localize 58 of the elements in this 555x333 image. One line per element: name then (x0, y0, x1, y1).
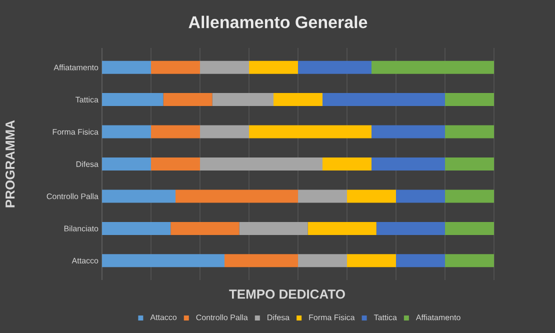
bar (102, 158, 151, 170)
x-axis-title: TEMPO DEDICATO (229, 290, 345, 299)
bar (445, 125, 494, 138)
bar (347, 254, 396, 268)
bar (200, 158, 322, 170)
y-tick-label: Forma Fisica (52, 128, 98, 135)
bar (249, 60, 298, 74)
bar (200, 60, 249, 74)
bar (376, 222, 445, 235)
bar (396, 190, 445, 203)
bar (322, 158, 372, 170)
bar (151, 60, 200, 74)
bar (102, 125, 151, 138)
bar (445, 254, 494, 268)
legend-label: Attacco (150, 314, 177, 320)
bar (151, 158, 200, 170)
bar (102, 93, 164, 106)
y-tick-label: Tattica (76, 96, 98, 102)
legend-label: Difesa (268, 314, 290, 320)
chart-title: Allenamento Generale (188, 16, 368, 28)
y-tick-label: Controllo Palla (46, 193, 98, 200)
bar (239, 222, 308, 235)
y-tick-label: Attacco (72, 258, 98, 264)
y-tick-label: Bilanciato (64, 226, 98, 232)
y-axis-title: PROGRAMMA (5, 120, 15, 208)
bar (249, 125, 372, 138)
bar (298, 60, 372, 74)
bar (445, 158, 494, 170)
bar (200, 125, 249, 138)
legend-label: Affiatamento (416, 314, 460, 320)
bar (102, 222, 171, 235)
y-tick-label: Affiatamento (54, 64, 98, 70)
bar (102, 254, 224, 268)
bar (372, 158, 445, 170)
bar (372, 125, 445, 138)
bar (212, 93, 274, 106)
bar (445, 93, 494, 106)
bar (274, 93, 322, 106)
bar (445, 190, 494, 203)
legend-label: Controllo Palla (196, 314, 248, 320)
legend-label: Forma Fisica (309, 314, 355, 320)
legend-label: Tattica (374, 314, 397, 320)
bar (170, 222, 240, 235)
bar (372, 60, 494, 74)
bar (102, 60, 151, 74)
bar (298, 254, 347, 268)
bar (308, 222, 376, 235)
bar (445, 222, 494, 235)
bar (163, 93, 212, 106)
y-tick-label: Difesa (76, 161, 98, 167)
bar (176, 190, 298, 203)
bar (224, 254, 298, 268)
bar (151, 125, 200, 138)
bar (102, 190, 176, 203)
bar (396, 254, 445, 268)
bar (298, 190, 347, 203)
bar (347, 190, 396, 203)
bar (322, 93, 445, 106)
